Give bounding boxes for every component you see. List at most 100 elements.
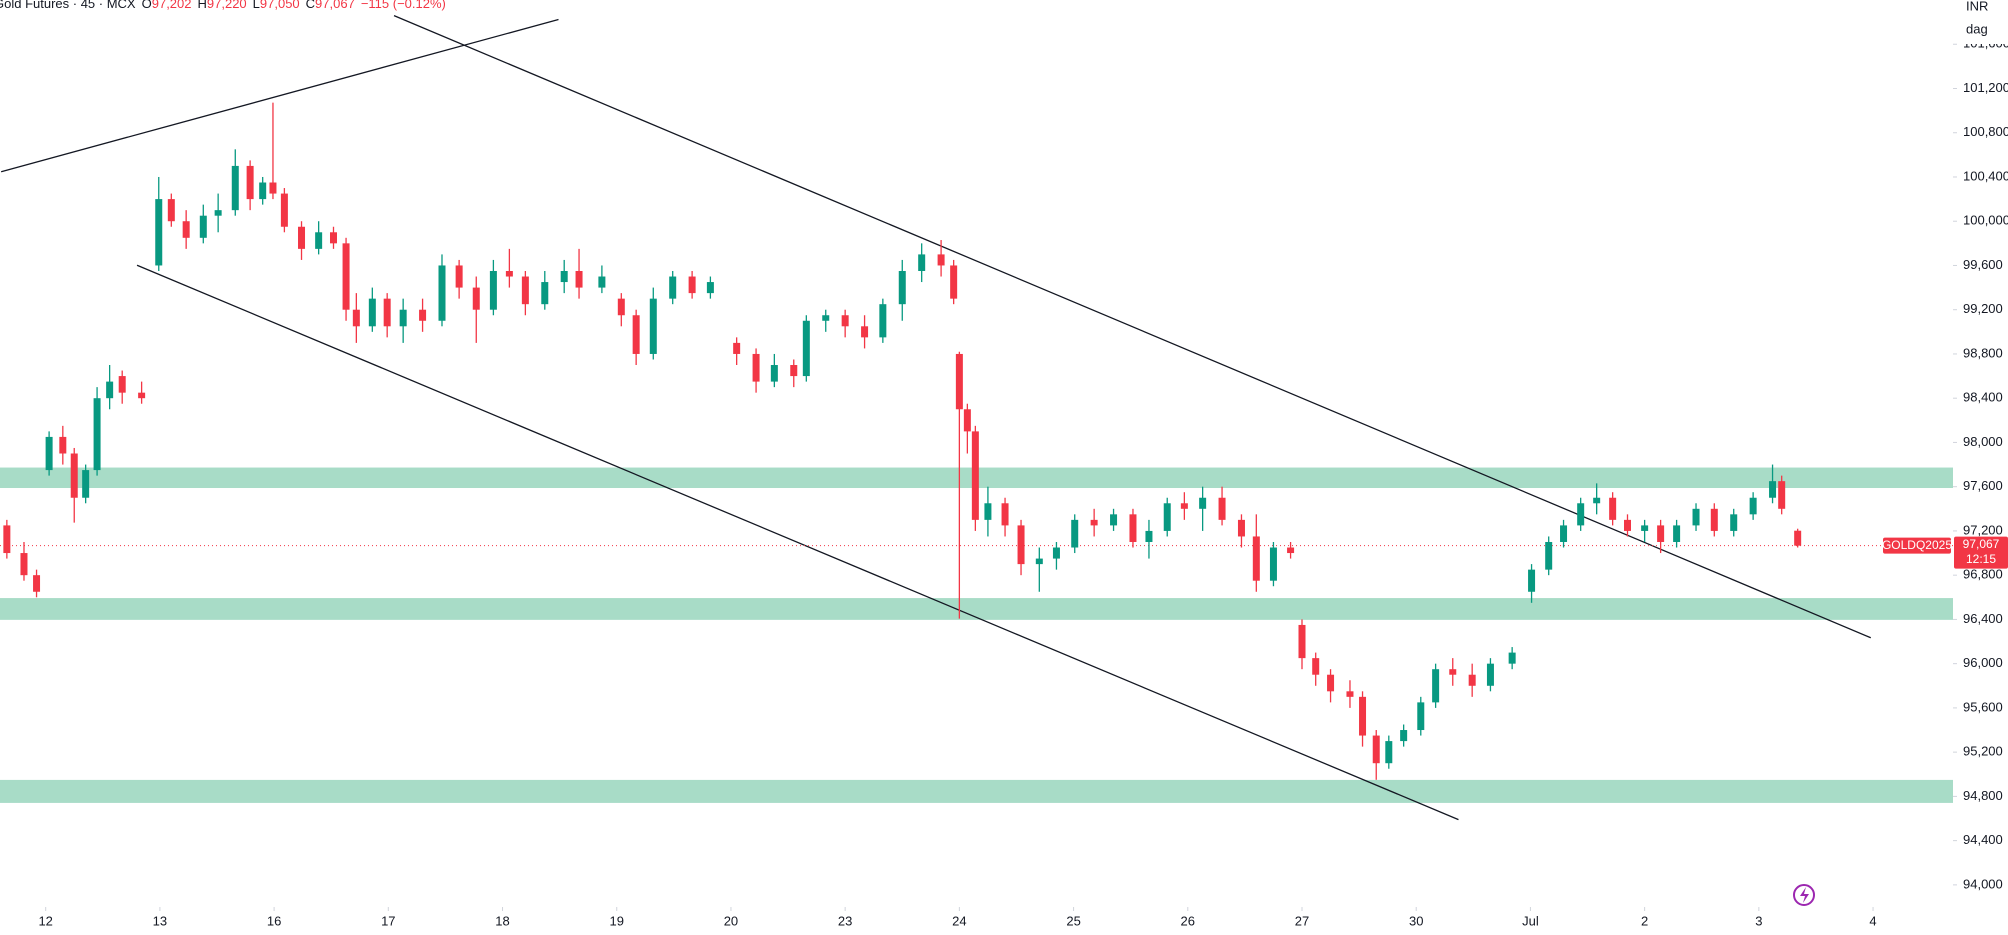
candle-body <box>368 298 376 327</box>
candle-body <box>861 326 869 338</box>
unit[interactable]: dag <box>1966 21 1988 36</box>
x-tick-label: 17 <box>381 913 395 928</box>
candle-body <box>1560 525 1568 542</box>
candle-body <box>59 436 67 454</box>
x-tick-label: 23 <box>838 913 852 928</box>
plot-area: 94,000 94,400 94,800 95,200 95,600 96,000 96,4… <box>0 14 2008 928</box>
y-tick-label: 95,600 <box>1963 699 2003 714</box>
candle-body <box>155 199 163 266</box>
scale-unit-box[interactable] <box>1958 0 2008 44</box>
candle-body <box>1129 514 1137 542</box>
change: −115 (−0.12%) <box>361 0 446 11</box>
candle-body <box>802 320 810 377</box>
y-tick-label: 99,600 <box>1963 257 2003 272</box>
y-tick-label: 101,200 <box>1963 80 2008 95</box>
trendline <box>136 264 1459 821</box>
candle-body <box>1692 508 1700 526</box>
candle-body <box>1199 497 1207 509</box>
symbol-badge-label: GOLDQ2025 <box>1882 538 1952 552</box>
candle-body <box>383 298 391 327</box>
candle-body <box>1090 519 1098 526</box>
y-tick-label: 96,000 <box>1963 655 2003 670</box>
candle-body <box>298 226 306 249</box>
candle-body <box>1528 569 1536 592</box>
candle-body <box>93 398 101 471</box>
candle-body <box>1163 503 1171 531</box>
y-tick-label: 100,400 <box>1963 168 2008 183</box>
candle-body <box>1794 530 1802 546</box>
candle-body <box>1400 730 1408 742</box>
candle-body <box>269 182 277 194</box>
candle-body <box>20 553 28 576</box>
candle-body <box>1346 691 1354 697</box>
candle-body <box>1237 519 1245 537</box>
y-tick-label: 96,400 <box>1963 611 2003 626</box>
candle-body <box>752 353 760 382</box>
y-tick-label: 100,800 <box>1963 124 2008 139</box>
candle-body <box>352 309 360 327</box>
candle-body <box>1327 674 1335 692</box>
candle-body <box>472 287 480 310</box>
x-tick-label: Jul <box>1522 913 1539 928</box>
y-tick-label: 94,000 <box>1963 876 2003 891</box>
candle-body <box>1624 519 1631 531</box>
zone <box>0 598 1953 620</box>
symbol-badge <box>1883 537 1951 554</box>
candle-body <box>1749 497 1757 515</box>
candle-body <box>879 304 887 338</box>
candle-body <box>1252 536 1260 581</box>
candle-body <box>841 315 849 327</box>
candle-body <box>1269 547 1277 581</box>
x-tick-label: 24 <box>952 913 966 928</box>
candle-body <box>1673 525 1681 542</box>
candle-body <box>1657 525 1665 542</box>
candle-body <box>1468 674 1476 686</box>
candle-body <box>1372 735 1380 764</box>
alert-bolt <box>1800 887 1809 903</box>
y-tick-label: 97,600 <box>1963 478 2003 493</box>
price-badge <box>1954 536 2008 569</box>
trendline <box>393 14 1872 639</box>
candle-body <box>1545 541 1553 570</box>
candle-body <box>438 265 446 321</box>
candle-body <box>505 270 513 277</box>
candle-body <box>1001 503 1009 526</box>
candle-body <box>1385 741 1393 764</box>
candle-body <box>984 503 992 520</box>
alert-icon[interactable] <box>1793 884 1815 906</box>
ohlc-value: 97,202 <box>152 0 192 11</box>
x-tick-label: 26 <box>1181 913 1195 928</box>
currency[interactable]: INR <box>1966 0 1988 13</box>
ohlc-key: C <box>306 0 315 11</box>
candle-body <box>560 270 568 283</box>
candle-body <box>1730 514 1738 531</box>
candle-body <box>733 342 741 354</box>
candle-body <box>1449 669 1457 675</box>
candle-body <box>82 470 90 498</box>
candle-body <box>33 575 41 592</box>
candle-body <box>617 298 625 316</box>
x-tick-label: 25 <box>1066 913 1080 928</box>
candle-body <box>246 165 254 200</box>
x-tick-label: 16 <box>267 913 281 928</box>
candle-body <box>1577 503 1585 526</box>
candle-body <box>1432 669 1440 703</box>
candle-body <box>1609 497 1617 520</box>
candle-body <box>342 243 350 310</box>
candle-body <box>138 392 146 399</box>
countdown: 12:15 <box>1966 552 1996 566</box>
x-tick-label: 30 <box>1409 913 1423 928</box>
candle-body <box>280 193 288 227</box>
candle-body <box>1180 503 1188 509</box>
y-tick-label: 95,200 <box>1963 744 2003 759</box>
candle-body <box>419 309 427 321</box>
candle-body <box>399 309 407 327</box>
y-tick-label: 99,200 <box>1963 301 2003 316</box>
candle-body <box>669 276 677 299</box>
candle-body <box>167 199 175 222</box>
ohlc-key: O <box>142 0 152 11</box>
y-tick-label: 94,400 <box>1963 832 2003 847</box>
candle-body <box>1778 481 1786 509</box>
candle-body <box>118 376 126 393</box>
